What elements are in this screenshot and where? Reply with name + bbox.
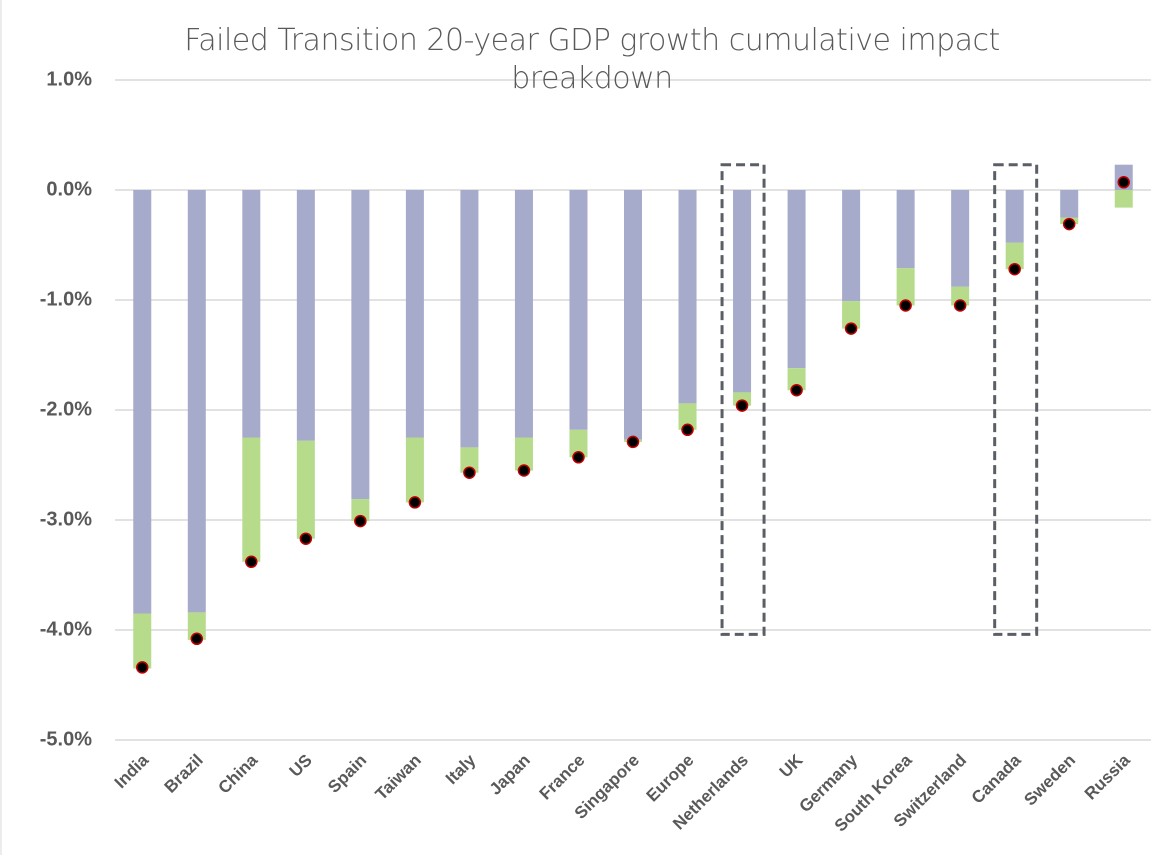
x-tick-label: India xyxy=(111,750,153,792)
total-dot xyxy=(953,299,967,312)
bar-segment xyxy=(460,447,479,473)
bar-segment xyxy=(296,190,315,441)
bar-segment xyxy=(351,190,370,500)
x-tick-label: US xyxy=(286,751,316,781)
highlight-box xyxy=(993,163,1039,636)
bar-segment xyxy=(1005,190,1024,243)
bar-segment xyxy=(896,190,915,269)
bar-segment xyxy=(951,190,970,287)
bar-segment xyxy=(842,301,861,329)
bar-segment xyxy=(733,190,752,393)
bar-segment xyxy=(1005,242,1024,270)
bar-segment xyxy=(624,190,642,440)
bar-segment xyxy=(133,613,152,669)
bar-segment xyxy=(1060,190,1079,218)
bar-segment xyxy=(133,190,152,614)
x-tick-label: Canada xyxy=(968,750,1025,807)
total-dot xyxy=(354,514,367,528)
x-tick-label: China xyxy=(214,750,261,797)
bar-segment xyxy=(296,440,315,539)
x-tick-label: Italy xyxy=(442,750,480,788)
bar-segment xyxy=(187,190,206,613)
y-tick-label: -1.0% xyxy=(40,288,92,310)
bar-segment xyxy=(678,190,697,404)
bar-segment xyxy=(242,437,261,562)
bar-segment xyxy=(678,403,697,430)
total-dot xyxy=(1062,217,1076,231)
y-tick-label: -2.0% xyxy=(40,398,92,420)
total-dot xyxy=(190,632,204,646)
bar-segment xyxy=(187,612,206,640)
total-dot xyxy=(1008,262,1021,276)
total-dot xyxy=(572,451,585,464)
total-dot xyxy=(136,661,149,674)
bar-segment xyxy=(1114,190,1133,208)
highlight-box xyxy=(720,163,766,636)
bar-segment xyxy=(569,429,588,458)
x-tick-label: Sweden xyxy=(1020,751,1079,810)
bar-segment xyxy=(514,190,533,438)
x-tick-label: UK xyxy=(776,750,807,781)
y-tick-label: -3.0% xyxy=(40,508,92,530)
x-tick-label: Russia xyxy=(1081,750,1134,803)
bar-segment xyxy=(514,437,533,471)
total-dot xyxy=(517,464,531,477)
x-tick-label: Spain xyxy=(324,751,370,797)
total-dot xyxy=(790,383,803,397)
x-tick-label: Europe xyxy=(643,751,698,806)
y-tick-label: 1.0% xyxy=(46,68,92,90)
y-tick-label: -4.0% xyxy=(40,618,92,640)
x-tick-label: Japan xyxy=(486,751,534,799)
total-dot xyxy=(681,423,694,437)
bar-segment xyxy=(242,190,261,438)
bar-segment xyxy=(351,499,370,522)
total-dot xyxy=(1117,176,1130,189)
bar-segment xyxy=(896,268,915,306)
total-dot xyxy=(245,555,258,569)
total-dot xyxy=(844,322,858,335)
bar-segment xyxy=(842,190,861,302)
total-dot xyxy=(899,299,912,312)
bar-segment xyxy=(405,190,424,438)
bar-segment xyxy=(569,190,588,430)
x-tick-label: France xyxy=(536,751,589,804)
total-dot xyxy=(463,466,476,479)
total-dot xyxy=(626,435,640,449)
total-dot xyxy=(408,496,422,509)
total-dot xyxy=(735,399,749,412)
x-tick-label: Brazil xyxy=(161,751,207,797)
y-tick-label: 0.0% xyxy=(46,178,92,200)
bar-segment xyxy=(787,368,806,391)
y-tick-label: -5.0% xyxy=(40,728,92,750)
bar-segment xyxy=(460,190,479,448)
total-dot xyxy=(299,532,313,545)
bar-segment xyxy=(405,437,424,503)
chart-title: Failed Transition 20-year GDP growth cum… xyxy=(184,23,1000,96)
x-tick-label: Taiwan xyxy=(372,751,425,804)
bar-segment xyxy=(951,286,970,306)
bar-segment xyxy=(787,190,806,369)
